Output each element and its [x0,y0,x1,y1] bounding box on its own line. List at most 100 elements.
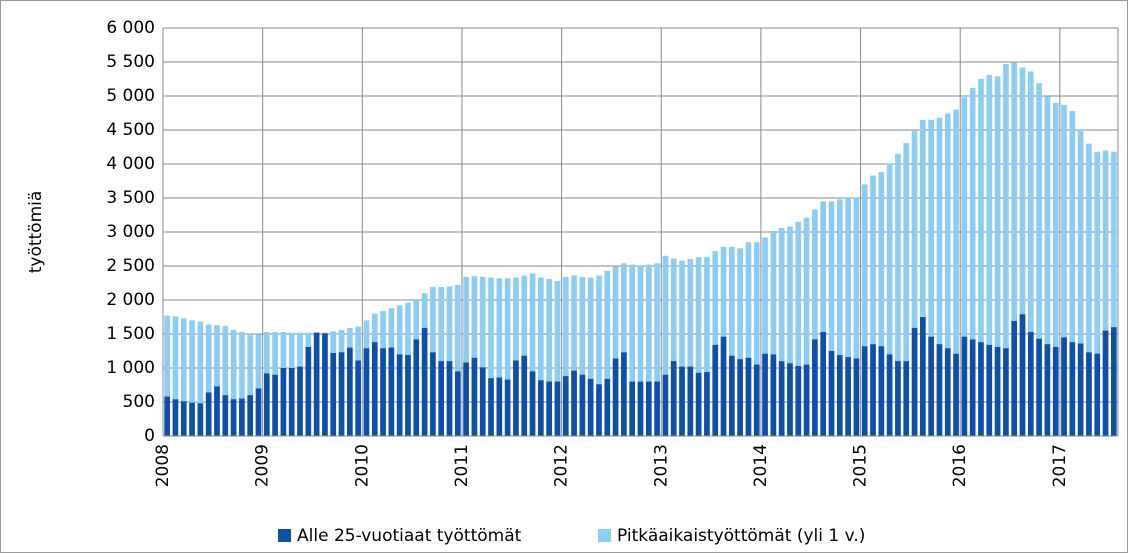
y-tick-label: 2 500 [106,256,155,276]
bar [886,354,893,436]
bar [845,357,851,436]
bar [778,227,785,436]
bar [571,275,577,436]
bar [870,344,876,436]
bar [255,388,262,436]
bar [529,273,536,436]
bar [920,317,926,436]
bar [288,368,295,436]
bar [596,384,602,436]
bar [1111,327,1117,436]
bar [396,354,403,436]
bar [737,359,743,436]
bar [1011,62,1018,437]
x-tick-label: 2014 [751,444,771,487]
x-tick-label: 2013 [651,444,671,487]
y-tick-label: 5 000 [106,86,155,106]
bar [878,172,885,436]
bar [704,257,710,436]
bar [554,381,561,436]
x-tick-label: 2017 [1050,444,1070,487]
bar [762,353,768,436]
bar [1027,331,1034,436]
bar [953,353,959,436]
bar [612,266,619,436]
bar [471,357,478,436]
bar [488,277,494,436]
bar [903,361,910,436]
bar [729,246,735,436]
bar [994,346,1001,436]
bar [164,396,170,436]
bar [986,344,993,436]
bar [180,318,187,436]
bar [1052,102,1059,437]
bar [496,377,503,436]
bar [189,402,195,436]
bar [712,251,719,436]
bar [239,398,245,436]
bar [787,363,793,436]
bar [521,355,528,436]
bar [1069,110,1076,437]
bar [612,358,619,436]
bar [380,348,386,436]
bar [430,352,436,436]
y-tick-label: 5 500 [106,52,155,72]
bar [795,221,802,436]
bar [1111,151,1117,436]
bar [1061,337,1067,436]
bar [1044,96,1051,437]
bar [978,79,984,436]
x-tick-label: 2008 [153,444,173,487]
bar [1094,353,1101,436]
bar [438,361,445,436]
bar [230,399,237,436]
bar [388,347,395,436]
bar [911,327,918,436]
bar [886,163,893,436]
bar [197,321,204,436]
bar [222,395,229,436]
y-tick-label: 500 [123,392,155,412]
bar [621,263,627,436]
bar [903,142,910,437]
bar [205,324,212,436]
bar [936,344,943,436]
bar [1019,67,1026,436]
bar [496,278,503,436]
bar [1086,143,1092,436]
bar [845,198,851,436]
bar [803,217,810,436]
bar [828,351,835,436]
bar [1077,129,1084,436]
bar [687,366,694,436]
bar [164,315,170,436]
bar [679,366,685,436]
bar [753,242,760,436]
bar [928,119,934,437]
x-tick-label: 2012 [552,444,572,487]
y-tick-label: 4 000 [106,154,155,174]
bar [596,275,602,436]
bar [662,255,669,436]
y-tick-label: 0 [144,426,155,446]
bar [604,378,611,436]
bar [172,316,179,436]
bar [421,327,428,436]
bar [645,264,652,436]
bar [554,280,561,436]
bar [305,346,312,436]
bar [961,97,968,437]
bar [729,355,735,436]
bar [1069,342,1076,436]
bar [637,381,644,436]
bar [637,265,644,436]
bar [546,278,552,436]
bar [828,201,835,436]
bar [197,403,204,436]
y-tick-label: 1 000 [106,358,155,378]
bar [895,153,901,437]
bar [928,336,934,436]
bar [587,277,594,436]
